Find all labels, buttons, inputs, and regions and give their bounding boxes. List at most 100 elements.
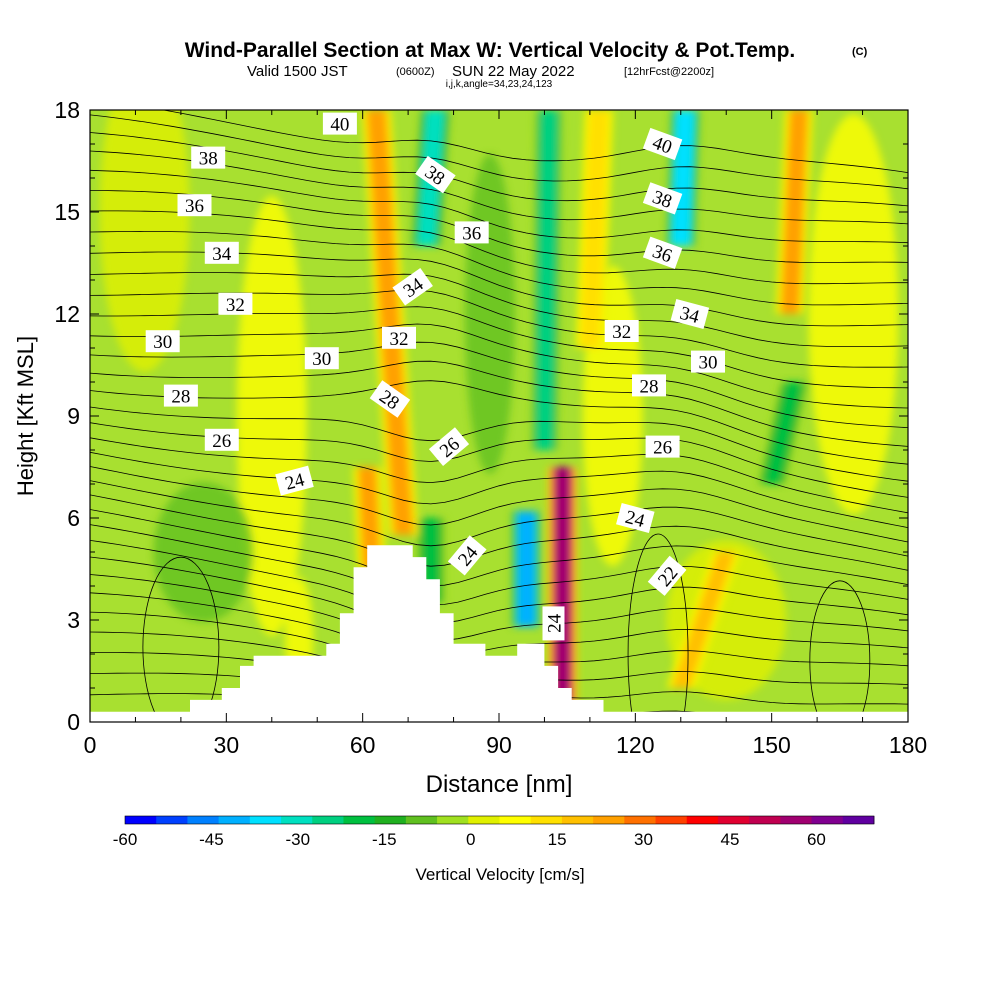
contour-label-box [645,435,680,458]
y-tick-label: 15 [54,199,80,225]
updraft-band [781,110,808,314]
theta-contour [90,406,908,482]
subtitle-forecast: [12hrFcst@2200z] [624,66,714,78]
theta-contour [90,574,908,658]
contour-label: 30 [304,347,339,370]
colorbar-tick-label: 30 [634,830,653,849]
theta-contour [90,230,908,306]
contour-label-text: 38 [199,149,218,170]
terrain-mask [90,545,908,722]
x-axis-label: Distance [nm] [426,771,573,798]
colorbar-swatch [530,816,563,824]
colorbar-tick-label: -45 [199,830,224,849]
y-tick-label: 18 [54,97,80,123]
subtitle-valid: Valid 1500 JST [247,63,348,80]
contour-label: 40 [322,112,357,136]
colorbar-swatch [249,816,282,824]
contour-label-text: 30 [699,353,718,374]
contour-label-box [204,241,239,264]
contour-label: 34 [204,241,239,265]
contour-label: 38 [191,146,226,170]
theta-contour [627,533,689,722]
contour-label-text: 30 [312,349,331,370]
y-tick-label: 3 [67,607,80,633]
field-patch [808,114,899,514]
colorbar-tick-label: 0 [466,830,475,849]
colorbar-tick-label: 60 [807,830,826,849]
contour-label-box [218,292,253,315]
colorbar-swatch [811,816,844,824]
field-patch [99,110,190,372]
colorbar-swatch [686,816,719,824]
contour-label: 40 [642,127,683,161]
y-tick-label: 6 [67,505,80,531]
contour-label-text: 26 [653,438,672,459]
colorbar-swatch [468,816,500,824]
contour-label-box [616,502,655,534]
contour-label-box [304,347,339,370]
theta-contour [90,341,908,428]
colorbar-frame [124,815,875,825]
theta-contour [142,556,220,722]
contour-label-box [428,427,470,466]
contour-label: 28 [163,384,198,408]
contour-label-box [647,555,687,596]
contour-label: 28 [632,374,666,397]
subtitle-date: SUN 22 May 2022 [452,63,575,80]
theta-contour [90,524,908,606]
contour-label: 30 [145,330,180,353]
contour-label-text: 36 [462,223,481,244]
contour-label: 30 [691,350,725,374]
theta-contour [90,190,908,263]
contour-label: 32 [604,320,639,343]
contour-label-box [382,326,416,349]
y-tick-label: 9 [67,403,80,429]
chart-title: Wind-Parallel Section at Max W: Vertical… [185,39,796,62]
contour-label-text: 24 [545,613,566,633]
contour-label-box [454,221,489,244]
contour-label-box [632,374,666,397]
contour-label-box [191,146,226,169]
field-patch [153,482,254,622]
colorbar-tick-label: -30 [286,830,311,849]
contour-label-box [691,350,725,373]
theta-contour [809,580,871,722]
colorbar-swatch [343,816,376,824]
field-patch [464,154,515,474]
contour-label-box [670,298,710,330]
chart-title-mark: (C) [852,46,868,58]
chart-subsubtitle: i,j,k,angle=34,23,24,123 [446,79,553,90]
contour-label: 26 [645,435,680,459]
colorbar-tick-label: -60 [113,830,138,849]
x-tick-label: 150 [752,732,790,758]
downdraft-band [763,382,803,484]
contour-label-box [415,155,456,194]
velocity-bands [352,110,814,705]
theta-contour [90,132,908,207]
theta-contour [90,272,908,347]
x-tick-label: 120 [616,732,654,758]
x-tick-label: 30 [214,732,240,758]
colorbar-swatch [437,816,469,824]
contour-label: 36 [177,194,212,217]
theta-contour [90,380,908,465]
contour-label-box [322,112,357,135]
theta-contour [90,169,908,244]
contour-label-text: 32 [390,329,409,350]
contour-label: 32 [382,326,416,350]
contour-label-box [392,268,433,306]
theta-contour [90,556,908,641]
contour-label-box [177,194,212,217]
colorbar-swatch [312,816,344,824]
contour-label: 24 [275,465,314,496]
contour-label-box [163,384,198,407]
colorbar-swatch [593,816,625,824]
contour-label-text: 34 [212,244,232,265]
contour-label-box [642,127,683,161]
colorbar-swatch [780,816,812,824]
colorbar-swatch [499,816,532,824]
subtitle-utc: (0600Z) [396,66,435,78]
theta-contour [90,150,908,225]
y-tick-label: 0 [67,709,80,735]
